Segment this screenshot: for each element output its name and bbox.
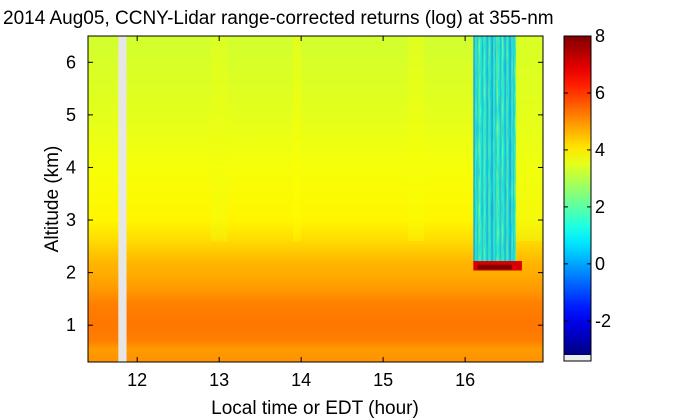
cloud-base-peak	[477, 264, 512, 270]
colorbar: -2 0 2 4 6 8	[563, 26, 611, 362]
colorbar-fill	[564, 36, 591, 355]
colorbar-tick-label: 8	[595, 26, 605, 46]
data-gap-column	[118, 36, 127, 362]
colorbar-frame	[563, 35, 592, 362]
y-tick-label: 1	[66, 315, 76, 335]
heatmap-column	[407, 36, 425, 242]
y-axis-ticks: 1 2 3 4 5 6	[66, 52, 543, 335]
y-tick-label: 4	[66, 157, 76, 177]
x-axis-ticks: 12 13 14 15 16	[127, 36, 475, 390]
x-tick-label: 12	[127, 370, 147, 390]
colorbar-tick-label: -2	[595, 311, 611, 331]
plot-frame	[87, 35, 544, 363]
heatmap-background	[88, 36, 543, 362]
colorbar-ticks: -2 0 2 4 6 8	[564, 26, 611, 331]
y-tick-label: 2	[66, 263, 76, 283]
colorbar-tick-label: 2	[595, 197, 605, 217]
colorbar-tick-label: 0	[595, 254, 605, 274]
cloud-speckle	[473, 36, 516, 263]
x-axis-label: Local time or EDT (hour)	[211, 398, 419, 419]
heatmap-column	[210, 36, 228, 242]
colorbar-tick-label: 6	[595, 83, 605, 103]
y-tick-label: 3	[66, 210, 76, 230]
colorbar-tick-label: 4	[595, 140, 605, 160]
chart-title: 2014 Aug05, CCNY-Lidar range-corrected r…	[3, 8, 554, 29]
x-tick-label: 14	[291, 370, 311, 390]
colorbar-underflow-swatch	[564, 355, 591, 361]
x-tick-label: 16	[455, 370, 475, 390]
heatmap-plot-area	[88, 36, 543, 362]
heatmap-column	[292, 36, 302, 242]
y-axis-label: Altitude (km)	[42, 146, 63, 253]
y-tick-label: 5	[66, 105, 76, 125]
heatmap-column	[514, 36, 543, 242]
x-tick-label: 13	[209, 370, 229, 390]
x-tick-label: 15	[373, 370, 393, 390]
heatmap-features	[118, 36, 543, 362]
y-tick-label: 6	[66, 52, 76, 72]
